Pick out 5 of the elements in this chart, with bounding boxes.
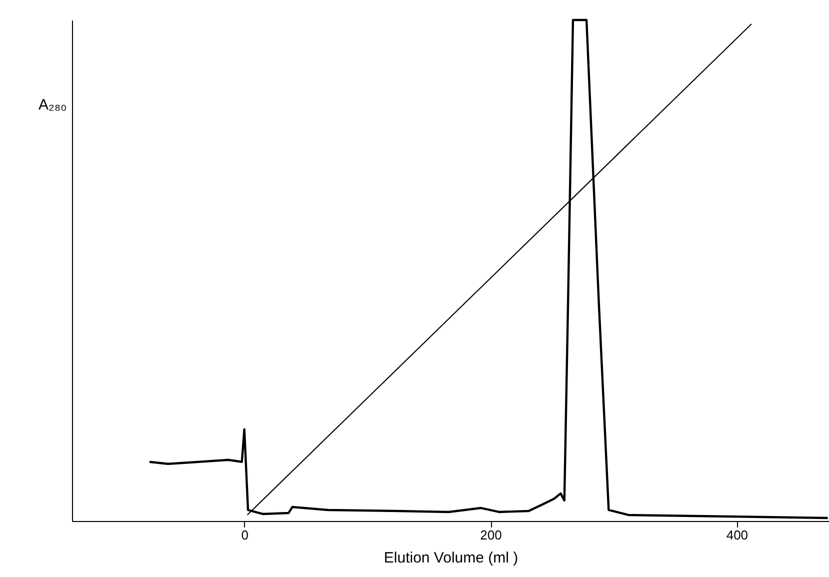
y-axis-title: A₂₈₀ — [38, 96, 67, 114]
x-tick-label: 400 — [726, 528, 748, 542]
x-axis-title: Elution Volume (ml ) — [384, 550, 518, 566]
x-tick-label: 200 — [480, 528, 502, 542]
x-tick-label: 0 — [241, 528, 248, 542]
